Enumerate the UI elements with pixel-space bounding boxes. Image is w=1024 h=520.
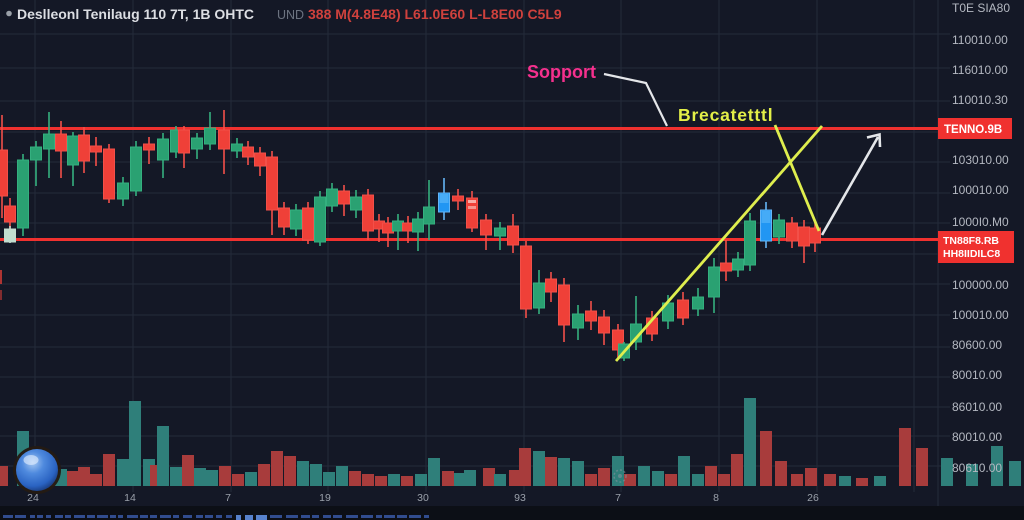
svg-text:116010.00: 116010.00 xyxy=(952,63,1008,77)
svg-text:T0E SIA80: T0E SIA80 xyxy=(952,1,1010,15)
svg-text:80010.00: 80010.00 xyxy=(952,430,1002,444)
svg-text:86010.00: 86010.00 xyxy=(952,400,1002,414)
svg-text:Sopport: Sopport xyxy=(527,62,596,82)
svg-text:388 M(4.8E48) L61.0E60 L-L8: 388 M(4.8E48) L61.0E60 L-L8E00 C5L9 xyxy=(308,6,562,22)
svg-text:TENNO.9B: TENNO.9B xyxy=(944,124,1002,136)
svg-text:TN88F8.RB: TN88F8.RB xyxy=(943,235,999,247)
svg-text:24: 24 xyxy=(27,492,39,504)
svg-text:100000.00: 100000.00 xyxy=(952,278,1009,292)
svg-text:8: 8 xyxy=(713,492,719,504)
svg-text:110010.00: 110010.00 xyxy=(952,33,1008,47)
svg-text:26: 26 xyxy=(807,492,819,504)
svg-text:19: 19 xyxy=(319,492,331,504)
svg-text:Brecatetttl: Brecatetttl xyxy=(678,105,773,125)
svg-text:Deslleonl Tenilaug 110 7T, 1: Deslleonl Tenilaug 110 7T, 1B OHTC xyxy=(17,6,254,22)
svg-text:80610.00: 80610.00 xyxy=(952,461,1002,475)
svg-text:100010.00: 100010.00 xyxy=(952,308,1009,322)
svg-text:110010.30: 110010.30 xyxy=(952,93,1008,107)
svg-text:1000I0.M0: 1000I0.M0 xyxy=(952,215,1009,229)
svg-text:103010.00: 103010.00 xyxy=(952,153,1009,167)
svg-text:93: 93 xyxy=(514,492,526,504)
svg-text:UND: UND xyxy=(277,8,304,22)
svg-text:14: 14 xyxy=(124,492,136,504)
svg-text:7: 7 xyxy=(615,492,621,504)
svg-text:7: 7 xyxy=(225,492,231,504)
svg-text:80010.00: 80010.00 xyxy=(952,368,1002,382)
svg-text:80600.00: 80600.00 xyxy=(952,338,1002,352)
svg-text:100010.00: 100010.00 xyxy=(952,183,1009,197)
svg-text:HH8IIDILC8: HH8IIDILC8 xyxy=(943,248,1000,260)
svg-text:30: 30 xyxy=(417,492,429,504)
